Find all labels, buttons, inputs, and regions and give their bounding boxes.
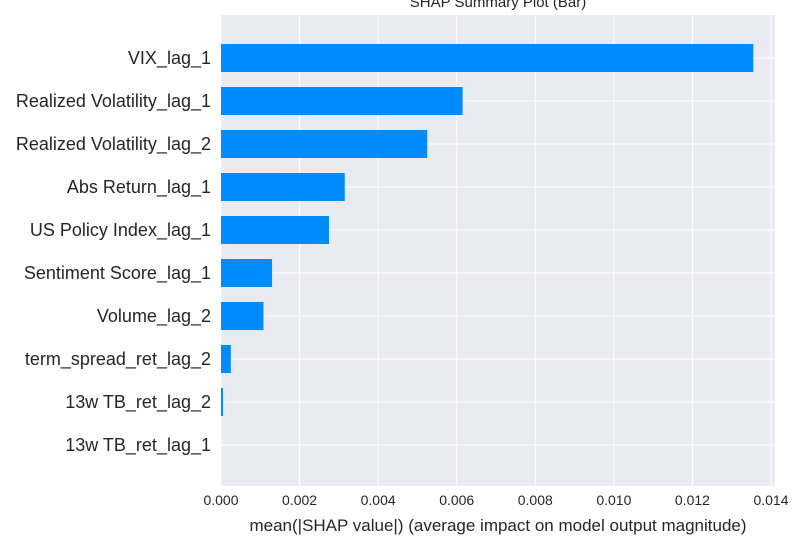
x-tick-label: 0.004	[361, 492, 396, 508]
bar	[221, 44, 754, 72]
bar	[221, 345, 231, 373]
bar	[221, 216, 330, 244]
y-tick-label: US Policy Index_lag_1	[30, 220, 211, 241]
plot-area	[221, 15, 775, 486]
y-tick-label: 13w TB_ret_lag_2	[65, 392, 211, 413]
bar	[221, 388, 223, 416]
bar	[221, 130, 428, 158]
x-tick-label: 0.010	[596, 492, 631, 508]
x-tick-label: 0.000	[203, 492, 238, 508]
x-tick-label: 0.014	[753, 492, 788, 508]
x-tick-label: 0.002	[282, 492, 317, 508]
bar	[221, 173, 345, 201]
y-tick-label: Abs Return_lag_1	[67, 177, 211, 198]
x-tick-label: 0.008	[518, 492, 553, 508]
y-tick-label: Realized Volatility_lag_1	[16, 91, 211, 112]
y-tick-label: 13w TB_ret_lag_1	[65, 435, 211, 456]
bar	[221, 302, 264, 330]
chart-title: SHAP Summary Plot (Bar)	[410, 0, 586, 11]
y-tick-label: Volume_lag_2	[97, 306, 211, 327]
y-tick-label: Realized Volatility_lag_2	[16, 134, 211, 155]
bars	[221, 44, 754, 416]
bar	[221, 87, 463, 115]
y-tick-label: term_spread_ret_lag_2	[25, 349, 211, 370]
y-tick-label: Sentiment Score_lag_1	[24, 263, 211, 284]
y-tick-labels: VIX_lag_1 Realized Volatility_lag_1 Realiz…	[16, 48, 211, 456]
bar	[221, 259, 273, 287]
x-tick-label: 0.012	[675, 492, 710, 508]
y-tick-label: VIX_lag_1	[128, 48, 211, 69]
x-axis-label: mean(|SHAP value|) (average impact on mo…	[249, 516, 746, 535]
x-tick-label: 0.006	[439, 492, 474, 508]
x-tick-labels: 0.000 0.002 0.004 0.006 0.008 0.010 0.012 0.014	[203, 492, 788, 508]
